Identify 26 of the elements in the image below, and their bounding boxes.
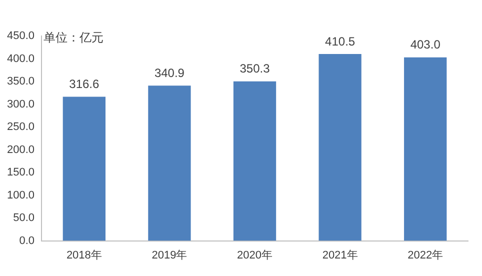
y-tick-label: 0.0 [19, 234, 35, 247]
y-tick-label: 250.0 [6, 121, 35, 134]
data-label: 340.9 [154, 66, 185, 80]
bar [233, 81, 276, 241]
y-tick-label: 100.0 [6, 189, 35, 202]
y-tick-label: 300.0 [6, 98, 35, 110]
x-tick-label: 2022年 [408, 249, 444, 262]
data-label: 410.5 [325, 34, 356, 48]
data-label: 316.6 [69, 77, 100, 92]
y-tick-label: 450.0 [6, 30, 35, 42]
data-label: 403.0 [410, 38, 441, 52]
y-tick-label: 200.0 [6, 144, 35, 156]
x-tick-label: 2018年 [66, 249, 102, 262]
y-tick-label: 400.0 [6, 52, 35, 65]
data-label: 350.3 [240, 62, 270, 76]
bar [148, 86, 191, 241]
bar [318, 54, 362, 241]
bar [404, 57, 447, 241]
x-tick-label: 2019年 [152, 249, 188, 262]
y-tick-label: 150.0 [6, 166, 35, 179]
x-tick-label: 2020年 [237, 249, 273, 262]
bar [62, 96, 106, 241]
x-tick-label: 2021年 [322, 249, 358, 262]
y-tick-label: 350.0 [6, 76, 35, 88]
y-tick-label: 50.0 [13, 212, 35, 224]
annotation: 单位：亿元 [44, 30, 104, 44]
